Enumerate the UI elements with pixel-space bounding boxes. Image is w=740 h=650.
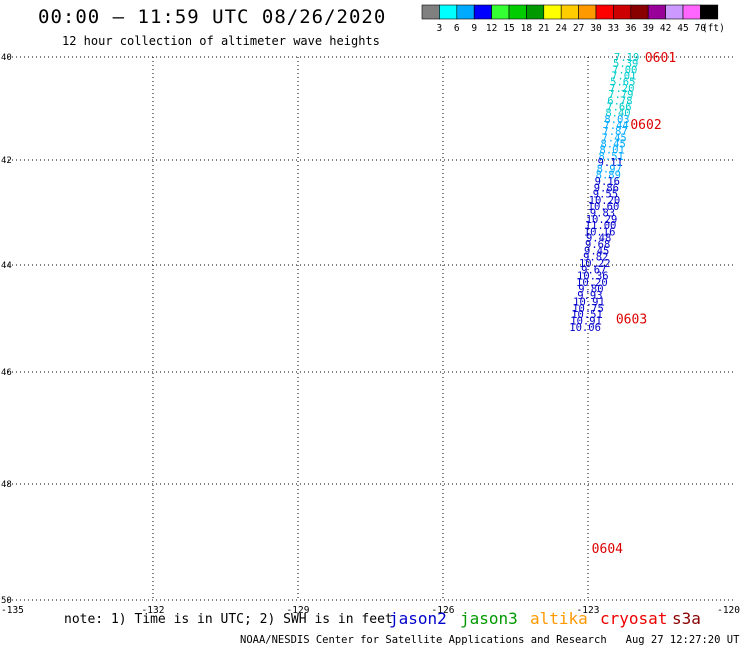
swh-point: 7.44 [603,120,628,132]
swh-point: 8.51 [599,151,624,163]
swh-point: 10.36 [577,271,609,283]
swh-point: 8.97 [597,163,622,175]
swh-point: 7.19 [614,52,639,64]
colorbar-label: 15 [503,23,514,34]
colorbar-label: 18 [521,23,533,34]
swh-point: 10.51 [571,309,603,321]
units-note: note: 1) Time is in UTC; 2) SWH is in fe… [64,612,393,627]
chart-title: 00:00 – 11:59 UTC 08/26/2020 [38,6,387,28]
chart-subtitle: 12 hour collection of altimeter wave hei… [62,34,380,48]
x-tick-label: -123 [577,605,600,615]
swh-point: 6.78 [607,95,632,107]
swh-point: 5.65 [610,77,635,89]
x-tick-label: -135 [1,605,24,615]
swh-point: 9.45 [584,245,609,257]
swh-point: 9.11 [598,157,623,169]
swh-point: 10.29 [586,214,618,226]
swh-point: 8.03 [604,114,629,126]
swh-point: 10.20 [589,195,621,207]
colorbar-label: 12 [486,23,497,34]
swh-point: 9.86 [594,182,619,194]
colorbar-label: 70 [695,23,707,34]
time-label: 0601 [645,51,676,66]
satellite-s3a: s3a [672,609,701,628]
time-label: 0603 [616,313,647,328]
colorbar-label: 27 [573,23,584,34]
time-label: 0604 [592,542,623,557]
swh-point: 8.01 [600,145,625,157]
footer-credit: NOAA/NESDIS Center for Satellite Applica… [240,634,740,646]
swh-point: 9.68 [585,239,610,251]
swh-point: 9.55 [593,189,618,201]
colorbar-label: 33 [608,23,619,34]
colorbar-label: 39 [642,23,654,34]
swh-point: 7.87 [602,126,627,138]
x-tick-label: -120 [717,605,740,615]
satellite-jason2: jason2 [389,609,447,628]
colorbar-label: 45 [677,23,688,34]
swh-point: 10.91 [573,296,605,308]
swh-point: 8.45 [600,139,625,151]
swh-point: 10.60 [588,201,620,213]
swh-point: 7.45 [601,132,626,144]
swh-point: 11.00 [585,220,617,232]
satellite-jason3: jason3 [460,609,518,628]
colorbar-label: 21 [538,23,550,34]
colorbar-label: 42 [660,23,671,34]
swh-point: 9.83 [590,208,615,220]
swh-point: 9.67 [581,264,606,276]
time-label: 0602 [630,118,661,133]
swh-point: 7.20 [609,83,634,95]
y-tick-label: 44 [1,261,12,271]
swh-point: 10.91 [570,316,602,328]
swh-point: 10.16 [584,226,616,238]
swh-point: 8.89 [596,170,621,182]
swh-point: 10.06 [569,322,601,334]
footer-timestamp: Aug 27 12:27:20 UTC 2020 [625,634,740,646]
colorbar-swatch [700,4,719,20]
y-tick-label: 42 [1,156,12,166]
swh-point: 7.66 [606,101,631,113]
y-tick-label: 46 [1,368,12,378]
x-tick-label: -132 [142,605,165,615]
swh-point: 9.80 [578,284,603,296]
colorbar-legend: 3 6 9 12 15 18 21 24 27 30 33 36 39 42 45 70(ft) [421,4,725,34]
colorbar-label: 6 [454,23,460,34]
colorbar-label: 3 [437,23,443,34]
footer-agency: NOAA/NESDIS Center for Satellite Applica… [240,634,607,646]
swh-point: 7.79 [608,89,633,101]
y-tick-label: 40 [1,53,12,63]
swh-point: 9.48 [586,233,611,245]
swh-point: 9.93 [577,290,602,302]
y-tick-label: 50 [1,596,12,606]
swh-point: 9.16 [595,176,620,188]
x-tick-label: -129 [287,605,310,615]
satellite-cryosat: cryosat [600,609,668,628]
swh-point: 8.40 [605,108,630,120]
y-tick-label: 48 [1,480,12,490]
swh-point: 7.01 [611,71,636,83]
satellite-altika: altika [530,609,588,628]
colorbar-label: 24 [555,23,567,34]
swh-point: 10.75 [572,303,604,315]
swh-point: 5.39 [613,58,638,70]
swh-point: 7.00 [612,64,637,76]
colorbar-unit: (ft) [702,23,725,34]
plot-area: -135 -132 -129 -126 -123 -120 40 42 44 46 48 50 7.19… [1,51,740,615]
colorbar-label: 9 [471,23,477,34]
colorbar-label: 30 [590,23,602,34]
swh-point: 9.82 [583,252,608,264]
swh-point: 10.22 [579,258,611,270]
x-tick-label: -126 [432,605,455,615]
colorbar-label: 36 [625,23,637,34]
swh-point: 10.20 [576,277,608,289]
